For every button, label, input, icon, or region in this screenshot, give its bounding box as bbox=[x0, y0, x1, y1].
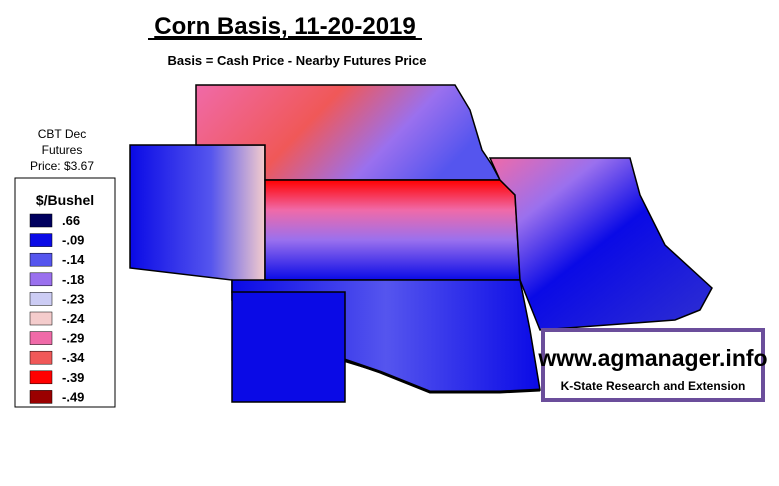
title: Corn Basis, 11-20-2019 bbox=[154, 13, 415, 40]
legend-label: -.24 bbox=[62, 311, 85, 326]
legend-swatch bbox=[29, 350, 53, 365]
legend-swatch bbox=[29, 390, 53, 404]
logo: www.agmanager.info K-State Research and … bbox=[537, 328, 768, 402]
legend-swatch bbox=[29, 252, 53, 267]
legend-label: -.23 bbox=[62, 291, 84, 306]
logo-url: www.agmanager.info bbox=[537, 345, 767, 371]
legend-label: -.18 bbox=[62, 272, 84, 287]
legend-label: .66 bbox=[62, 213, 80, 228]
legend-label: -.29 bbox=[62, 331, 84, 346]
red-river bbox=[344, 358, 541, 394]
legend-label: -.34 bbox=[62, 350, 85, 365]
legend-label: -.14 bbox=[62, 252, 85, 267]
futures-note: CBT Dec bbox=[38, 127, 86, 141]
map bbox=[129, 84, 713, 403]
legend-swatch bbox=[29, 331, 53, 345]
futures-note: Futures bbox=[42, 143, 83, 157]
subtitle: Basis = Cash Price - Nearby Futures Pric… bbox=[167, 53, 426, 68]
legend-swatch bbox=[29, 311, 53, 326]
legend-swatch bbox=[29, 292, 53, 306]
kansas bbox=[264, 179, 521, 281]
legend-label: -.49 bbox=[62, 389, 84, 404]
legend-title: $/Bushel bbox=[36, 192, 94, 208]
texas-panhandle bbox=[231, 291, 346, 403]
legend: $/Bushel .66 -.09 -.14 -.18 -.23 -.24 -.29 -.34… bbox=[14, 177, 116, 408]
logo-box bbox=[541, 328, 765, 402]
legend-swatch bbox=[29, 272, 53, 287]
legend-swatch bbox=[29, 370, 53, 385]
legend-label: -.39 bbox=[62, 370, 84, 385]
legend-label: -.09 bbox=[62, 233, 84, 248]
futures-note: Price: $3.67 bbox=[30, 159, 94, 173]
logo-org: K-State Research and Extension bbox=[561, 379, 746, 393]
colorado bbox=[129, 144, 266, 293]
legend-swatch bbox=[29, 233, 53, 247]
missouri bbox=[488, 157, 713, 331]
legend-swatch bbox=[29, 213, 53, 228]
